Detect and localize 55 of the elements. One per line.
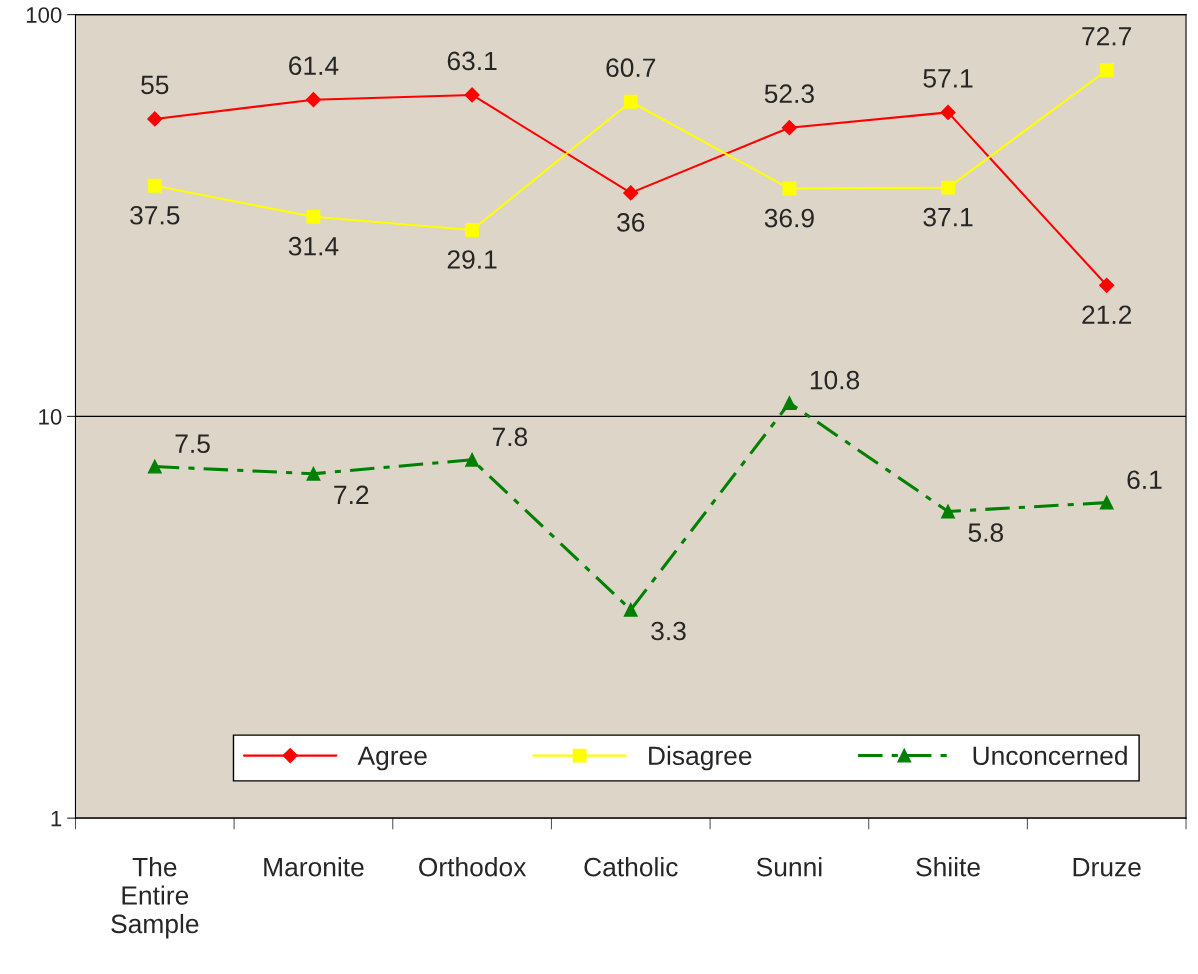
- x-tick-label: Druze: [1073, 858, 1141, 877]
- data-label: 60.7: [606, 58, 656, 78]
- point: [782, 181, 797, 196]
- point: [464, 87, 480, 103]
- data-label: 7.8: [492, 427, 528, 447]
- point: [941, 180, 955, 195]
- point: [623, 185, 639, 201]
- point: [1099, 495, 1114, 510]
- x-tick-label: Catholic: [584, 857, 678, 877]
- data-label: 29.1: [447, 250, 497, 269]
- data-label: 3.3: [651, 621, 686, 641]
- point: [465, 223, 480, 237]
- data-label: 61.4: [289, 56, 339, 76]
- x-tick-label: Maronite: [264, 857, 364, 877]
- data-label: 31.4: [288, 236, 339, 256]
- y-tick-label: 10: [39, 408, 62, 425]
- data-label: 21.2: [1082, 305, 1132, 324]
- x-tick-label: Sunni: [756, 857, 822, 877]
- point: [1099, 63, 1114, 78]
- legend-label: Agree: [357, 746, 427, 771]
- y-tick-label: 100: [26, 7, 62, 23]
- point: [781, 120, 797, 136]
- data-label: 63.1: [447, 51, 497, 71]
- data-label: 37.1: [923, 207, 973, 227]
- point: [623, 602, 638, 617]
- data-label: 36: [617, 213, 645, 232]
- data-label: 7.2: [334, 485, 369, 504]
- data-label: 10.8: [810, 370, 860, 390]
- data-label: 36.9: [764, 208, 814, 228]
- y-tick-label: 1: [51, 810, 62, 827]
- x-tick-label: Orthodox: [419, 857, 527, 877]
- x-tick-label: The Entire Sample: [111, 857, 199, 939]
- point: [940, 104, 956, 120]
- data-label: 37.5: [130, 205, 180, 225]
- x-tick-label: Shiite: [916, 857, 980, 877]
- point: [306, 466, 321, 481]
- point: [305, 92, 322, 108]
- data-label: 72.7: [1082, 26, 1132, 46]
- point: [147, 459, 162, 474]
- data-label: 7.5: [175, 434, 210, 454]
- legend-label: Disagree: [649, 745, 752, 771]
- point: [147, 111, 163, 127]
- data-label: 6.1: [1127, 470, 1162, 490]
- point: [782, 396, 797, 410]
- data-label: 55: [141, 75, 169, 95]
- point: [623, 94, 638, 109]
- point: [306, 209, 321, 224]
- point: [147, 178, 162, 193]
- legend-label: Unconcerned: [973, 745, 1127, 766]
- data-label: 52.3: [764, 84, 814, 104]
- data-label: 5.8: [968, 523, 1004, 542]
- point: [1099, 277, 1115, 293]
- data-label: 57.1: [923, 69, 973, 88]
- point: [465, 452, 480, 467]
- point: [941, 504, 955, 519]
